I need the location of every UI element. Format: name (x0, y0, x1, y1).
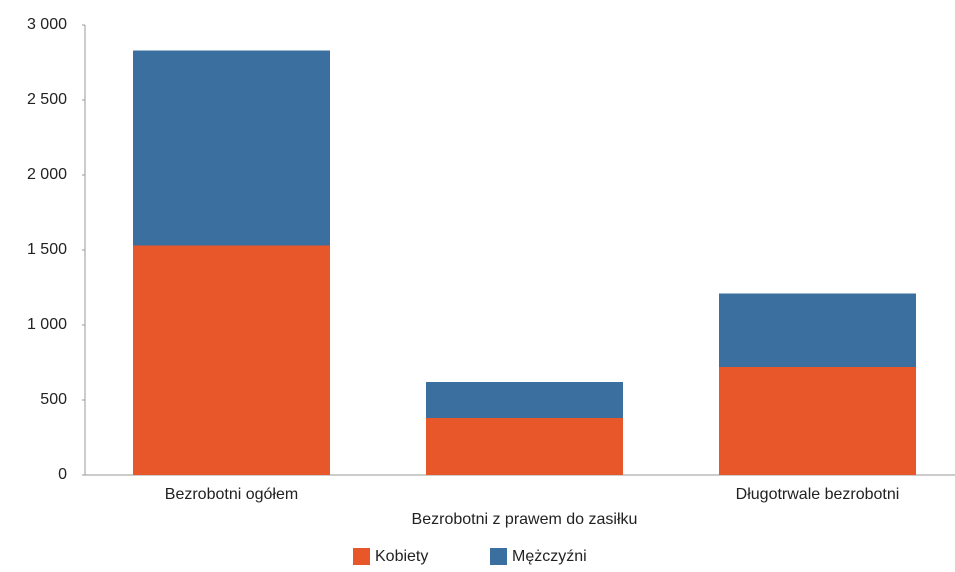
y-tick-label: 2 000 (27, 166, 67, 183)
legend-label: Mężczyźni (512, 548, 587, 565)
y-tick-label: 0 (58, 466, 67, 483)
x-tick-label: Bezrobotni z prawem do zasiłku (412, 511, 638, 528)
bar-segment (719, 293, 916, 367)
y-tick-label: 1 000 (27, 316, 67, 333)
bar-segment (133, 50, 330, 246)
x-tick-label: Bezrobotni ogółem (165, 486, 298, 503)
legend-swatch (490, 548, 507, 565)
y-tick-label: 3 000 (27, 16, 67, 33)
bar-segment (719, 367, 916, 475)
bar-segment (133, 245, 330, 475)
bar-segment (426, 418, 623, 475)
bar-segment (426, 382, 623, 418)
y-tick-label: 500 (40, 391, 67, 408)
x-tick-label: Długotrwale bezrobotni (736, 486, 900, 503)
y-tick-label: 1 500 (27, 241, 67, 258)
legend-swatch (353, 548, 370, 565)
legend-label: Kobiety (375, 548, 428, 565)
y-tick-label: 2 500 (27, 91, 67, 108)
